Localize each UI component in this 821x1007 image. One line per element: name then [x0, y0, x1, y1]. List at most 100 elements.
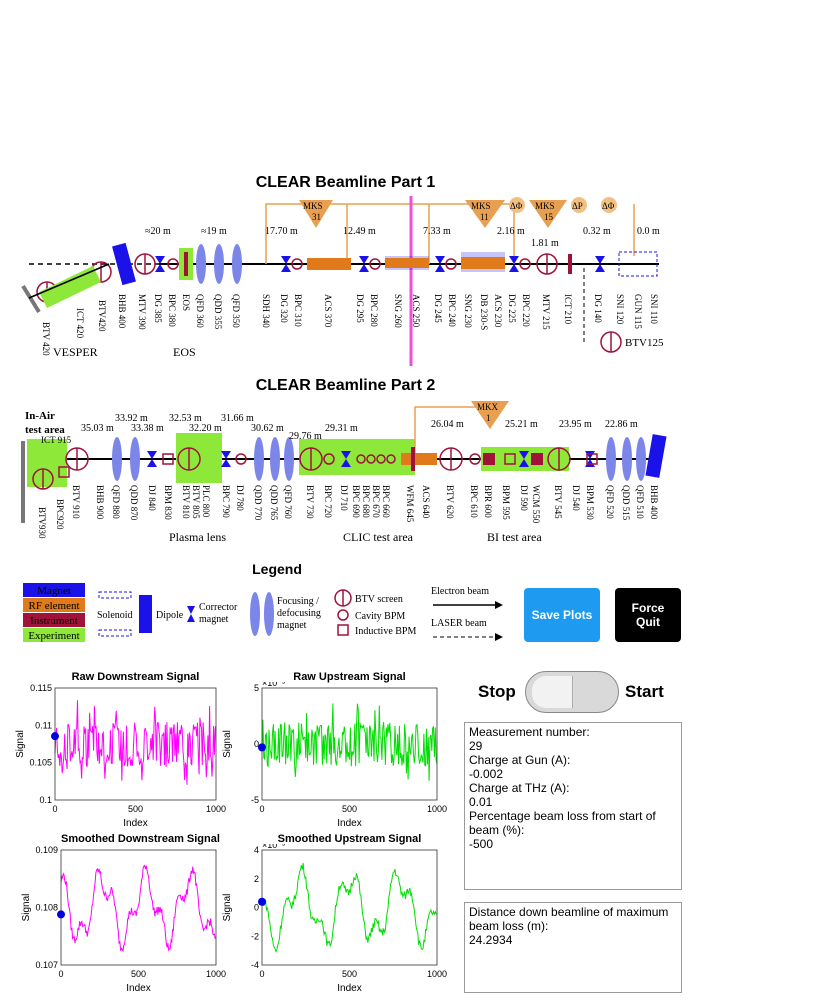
y-tick-label: 0: [254, 739, 259, 749]
y-axis-label: Signal: [21, 894, 32, 922]
svg-text:BHB 900: BHB 900: [95, 485, 105, 520]
x-tick-label: 1000: [427, 804, 447, 814]
signal-line: [261, 862, 438, 953]
x-tick-label: 0: [259, 969, 264, 979]
svg-text:15: 15: [544, 212, 554, 222]
svg-text:33.92 m: 33.92 m: [115, 413, 148, 424]
svg-text:31.66 m: 31.66 m: [221, 413, 254, 424]
svg-text:SNI 120: SNI 120: [615, 294, 625, 325]
svg-text:ICT 420: ICT 420: [75, 308, 85, 339]
svg-text:BTV 730: BTV 730: [305, 485, 315, 519]
svg-text:WCM 550: WCM 550: [531, 485, 541, 524]
svg-text:33.38 m: 33.38 m: [131, 423, 164, 434]
signal-plot: 0 500 1000 4 2 0 -2 -4 Index Signal ×10⁻³: [222, 844, 447, 994]
svg-text:SNG 230: SNG 230: [463, 294, 473, 328]
legend-magnet: Magnet: [37, 585, 71, 597]
svg-text:DJ 780: DJ 780: [235, 485, 245, 511]
x-tick-label: 1000: [206, 969, 226, 979]
dist-label: 7.33 m: [423, 226, 451, 237]
svg-text:ΔP: ΔP: [572, 201, 583, 211]
y-tick-label: 0: [254, 903, 259, 913]
svg-text:QDD 765: QDD 765: [269, 485, 279, 521]
svg-text:VESPER: VESPER: [53, 345, 98, 359]
svg-text:BPC 610: BPC 610: [469, 485, 479, 518]
legend-focusing-3: magnet: [277, 620, 307, 631]
x-tick-label: 500: [131, 969, 146, 979]
svg-text:ICT 210: ICT 210: [563, 294, 573, 325]
max-loss-info-box: Distance down beamline of maximum beam l…: [464, 902, 682, 993]
svg-text:BTV 545: BTV 545: [553, 485, 563, 519]
toggle-knob[interactable]: [532, 676, 573, 708]
svg-text:ICT 915: ICT 915: [41, 435, 72, 445]
legend-btv: BTV screen: [355, 594, 403, 605]
start-marker: [258, 897, 266, 906]
svg-text:BTV930: BTV930: [37, 507, 47, 539]
legend-dipole: Dipole: [156, 610, 184, 621]
beamline-part1-panel: ≈20 m ≈19 m 17.70 m 12.49 m 7.33 m 2.16 …: [19, 196, 672, 366]
legend-instrument: Instrument: [30, 615, 78, 627]
x-axis-label: Index: [337, 983, 361, 994]
svg-text:31: 31: [312, 212, 321, 222]
svg-text:QDD 355: QDD 355: [213, 294, 223, 330]
svg-text:BTV 810: BTV 810: [181, 485, 191, 519]
signal-plot: 0 500 1000 0.109 0.108 0.107 Index Signal: [21, 845, 226, 994]
plot-title: Smoothed Upstream Signal: [277, 833, 422, 845]
legend-cavity: Cavity BPM: [355, 611, 405, 622]
legend-solenoid: Solenoid: [97, 610, 133, 621]
y-axis-label: Signal: [15, 730, 26, 758]
y-tick-label: -2: [251, 931, 259, 941]
y-tick-label: 0.115: [30, 683, 52, 693]
svg-text:BPC 310: BPC 310: [293, 294, 303, 327]
svg-text:DJ 590: DJ 590: [519, 485, 529, 511]
mkx1-icon: [471, 401, 509, 429]
y-axis-label: Signal: [222, 730, 233, 758]
svg-text:CLIC test area: CLIC test area: [343, 530, 414, 544]
svg-text:32.20 m: 32.20 m: [189, 423, 222, 434]
svg-text:BPC 670: BPC 670: [371, 485, 381, 518]
svg-text:BTV125: BTV125: [625, 337, 664, 349]
dist-label: 0.32 m: [583, 226, 611, 237]
signal-line: [54, 700, 217, 785]
svg-text:QFD 350: QFD 350: [231, 294, 241, 328]
svg-text:26.04 m: 26.04 m: [431, 419, 464, 430]
svg-text:BPC 790: BPC 790: [221, 485, 231, 518]
svg-text:DJ 710: DJ 710: [339, 485, 349, 511]
svg-text:DB 230-S: DB 230-S: [479, 294, 489, 330]
svg-text:ACS 250: ACS 250: [411, 294, 421, 328]
legend-laser: LASER beam: [431, 618, 487, 629]
stop-start-toggle[interactable]: [525, 671, 619, 713]
dist-label: 12.49 m: [343, 226, 376, 237]
svg-text:ΔΦ: ΔΦ: [602, 201, 615, 211]
x-tick-label: 500: [128, 804, 143, 814]
switch-start-label: Start: [625, 682, 664, 701]
signal-line: [261, 703, 438, 782]
svg-text:MKX: MKX: [477, 402, 499, 412]
svg-text:QDD 515: QDD 515: [621, 485, 631, 521]
mks31-icon: [299, 200, 333, 228]
svg-text:BPR 600: BPR 600: [483, 485, 493, 518]
svg-text:22.86 m: 22.86 m: [605, 419, 638, 430]
start-marker: [258, 743, 266, 752]
svg-text:DG 385: DG 385: [153, 294, 163, 323]
force-quit-button[interactable]: Force Quit: [615, 588, 681, 642]
svg-text:BTV 620: BTV 620: [445, 485, 455, 519]
svg-text:BHB 400: BHB 400: [649, 485, 659, 520]
y-tick-label: 4: [254, 845, 259, 855]
svg-text:BHB 400: BHB 400: [117, 294, 127, 329]
svg-text:QFD 510: QFD 510: [635, 485, 645, 519]
svg-text:BPC 240: BPC 240: [447, 294, 457, 327]
plot-title: Raw Downstream Signal: [71, 671, 200, 683]
y-tick-label: 0.105: [29, 758, 52, 768]
x-tick-label: 0: [58, 969, 63, 979]
svg-text:WFM 645: WFM 645: [405, 485, 415, 523]
svg-text:25.21 m: 25.21 m: [505, 419, 538, 430]
y-tick-label: 0.107: [35, 960, 58, 970]
svg-text:BPC 220: BPC 220: [521, 294, 531, 327]
svg-text:MKS: MKS: [303, 201, 323, 211]
svg-text:PLC 800: PLC 800: [201, 485, 211, 518]
mks15-icon: [529, 200, 567, 228]
svg-text:DJ 540: DJ 540: [571, 485, 581, 511]
svg-text:23.95 m: 23.95 m: [559, 419, 592, 430]
save-plots-button[interactable]: Save Plots: [524, 588, 600, 642]
x-axis-label: Index: [123, 818, 147, 829]
